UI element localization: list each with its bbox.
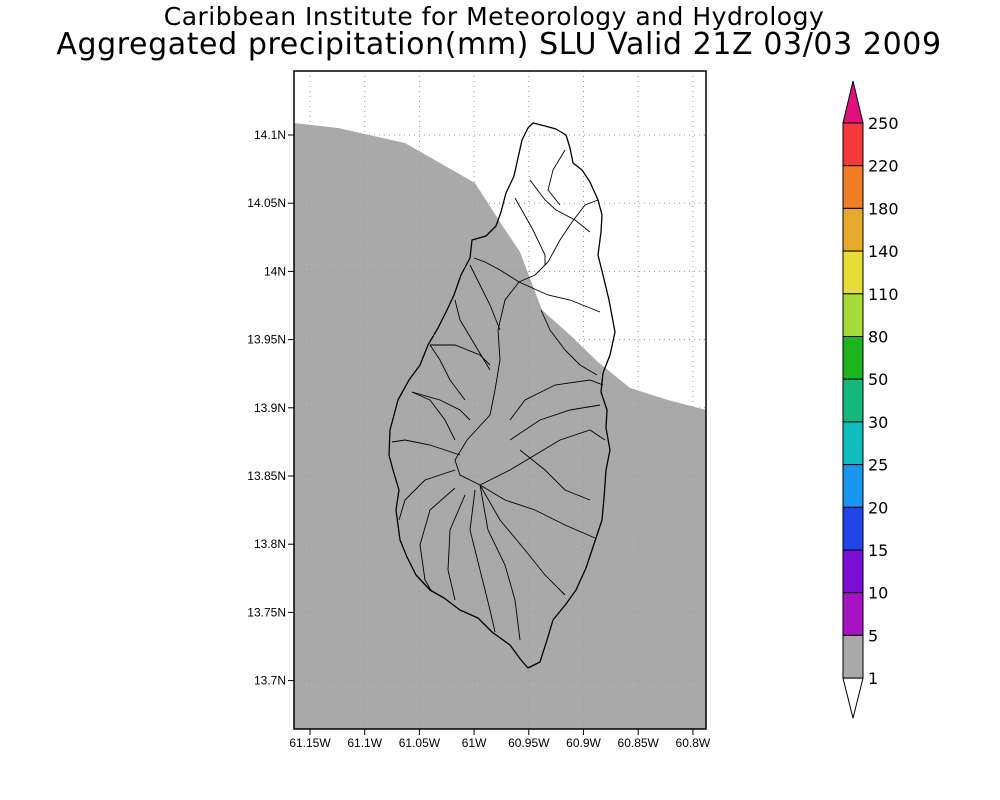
colorbar-top-triangle bbox=[842, 80, 864, 124]
lon-tick-label: 61.1W bbox=[347, 736, 382, 750]
lat-tick-label: 14.1N bbox=[254, 128, 286, 142]
lat-tick-label: 13.7N bbox=[254, 674, 286, 688]
lat-tick-label: 13.8N bbox=[254, 537, 286, 551]
colorbar-box bbox=[842, 336, 864, 380]
colorbar-label: 220 bbox=[868, 157, 899, 176]
chart-subtitle: Aggregated precipitation(mm) SLU Valid 2… bbox=[56, 27, 942, 62]
colorbar-label: 180 bbox=[868, 199, 899, 218]
colorbar-label: 110 bbox=[868, 285, 899, 304]
colorbar-label: 80 bbox=[868, 328, 888, 347]
map-frame bbox=[293, 70, 707, 730]
lat-tick-label: 14.05N bbox=[247, 196, 286, 210]
colorbar-label: 15 bbox=[868, 541, 888, 560]
lon-tick-label: 60.9W bbox=[566, 736, 601, 750]
lon-tick-label: 61.15W bbox=[289, 736, 331, 750]
colorbar-box bbox=[842, 592, 864, 636]
colorbar-box bbox=[842, 293, 864, 337]
watershed-boundaries bbox=[391, 149, 606, 641]
colorbar-label: 10 bbox=[868, 584, 888, 603]
latitude-axis: 14.1N 14.05N 14N 13.95N 13.9N 13.85N 13.8N 13.7… bbox=[247, 128, 294, 688]
longitude-axis: 61.15W 61.1W 61.05W 61W 60.95W 60.9W 60.85W 60.… bbox=[289, 729, 711, 750]
colorbar-label: 140 bbox=[868, 242, 899, 261]
colorbar-label: 5 bbox=[868, 626, 878, 645]
colorbar-bottom-triangle bbox=[842, 677, 864, 719]
lat-tick-label: 14N bbox=[264, 264, 286, 278]
colorbar-box bbox=[842, 464, 864, 508]
colorbar-label: 30 bbox=[868, 413, 888, 432]
colorbar-box bbox=[842, 250, 864, 295]
colorbar-box bbox=[842, 207, 864, 252]
chart-title: Caribbean Institute for Meteorology and … bbox=[163, 2, 825, 31]
colorbar-box bbox=[842, 122, 864, 167]
precip-shaded-region bbox=[294, 123, 706, 729]
colorbar: 250 220 180 140 110 80 50 30 25 20 15 10 5 1 bbox=[842, 80, 899, 719]
colorbar-label: 1 bbox=[868, 669, 878, 688]
colorbar-box bbox=[842, 549, 864, 594]
colorbar-box bbox=[842, 165, 864, 209]
colorbar-box bbox=[842, 421, 864, 466]
colorbar-box bbox=[842, 506, 864, 551]
lon-tick-label: 60.8W bbox=[676, 736, 711, 750]
colorbar-box bbox=[842, 378, 864, 423]
colorbar-label: 250 bbox=[868, 114, 899, 133]
colorbar-box bbox=[842, 634, 864, 679]
lat-tick-label: 13.95N bbox=[247, 333, 286, 347]
lon-tick-label: 60.95W bbox=[508, 736, 550, 750]
lon-tick-label: 61W bbox=[462, 736, 487, 750]
lon-tick-label: 60.85W bbox=[618, 736, 660, 750]
colorbar-label: 50 bbox=[868, 370, 888, 389]
gridlines bbox=[294, 71, 706, 729]
lat-tick-label: 13.75N bbox=[247, 605, 286, 619]
colorbar-label: 20 bbox=[868, 498, 888, 517]
lon-tick-label: 61.05W bbox=[399, 736, 441, 750]
lat-tick-label: 13.9N bbox=[254, 401, 286, 415]
lat-tick-label: 13.85N bbox=[247, 469, 286, 483]
island-outline bbox=[388, 122, 616, 669]
colorbar-label: 25 bbox=[868, 456, 888, 475]
